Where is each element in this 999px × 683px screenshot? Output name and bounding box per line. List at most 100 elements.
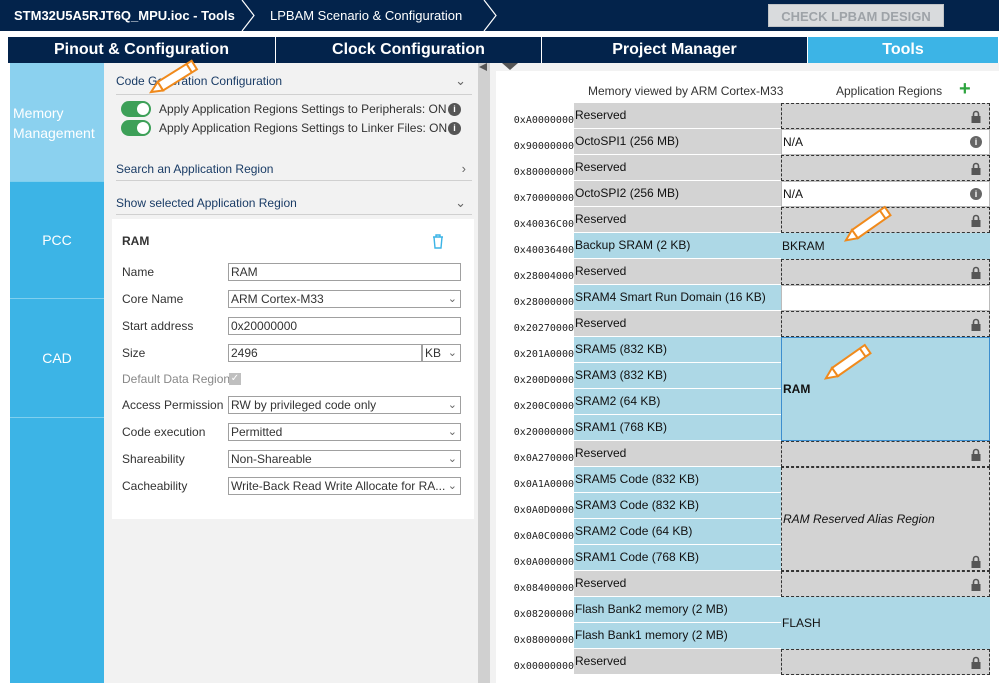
address-label: 0x00000000 [513,661,574,672]
address-label: 0x08400000 [513,583,574,594]
info-icon[interactable]: i [448,122,461,135]
memory-region[interactable]: Reserved [574,155,781,181]
sidebar-item-cad[interactable]: CAD [10,299,104,418]
memory-region[interactable]: Reserved [574,441,781,467]
app-region-octospi1-label: N/A [783,135,804,149]
sidebar-item-memory-management[interactable]: Memory Management [10,63,104,182]
memory-region[interactable]: Flash Bank1 memory (2 MB) [574,623,781,649]
app-region-octospi2-label: N/A [783,187,804,201]
lock-icon [971,214,981,227]
peripherals-toggle[interactable] [121,101,151,117]
access-permission-label: Access Permission [122,398,224,412]
cacheability-value: Write-Back Read Write Allocate for RA... [231,479,446,493]
cacheability-select[interactable]: Write-Back Read Write Allocate for RA...… [228,477,461,495]
application-regions-header: Application Regions [836,84,943,98]
address-label: 0x40036C00 [513,219,574,230]
title-bar: STM32U5A5RJT6Q_MPU.ioc - Tools LPBAM Sce… [0,0,999,31]
breadcrumb-separator-icon [483,0,497,31]
memory-region[interactable]: SRAM1 (768 KB) [574,415,781,441]
memory-region[interactable]: SRAM1 Code (768 KB) [574,545,781,571]
size-field[interactable]: 2496 [228,344,422,362]
panel-splitter[interactable] [478,63,490,683]
add-region-icon[interactable]: + [959,78,971,100]
region-title: RAM [122,234,150,248]
memory-region[interactable]: SRAM3 (832 KB) [574,363,781,389]
breadcrumb-lpbam[interactable]: LPBAM Scenario & Configuration [270,8,463,23]
app-region-reserved[interactable] [781,259,990,285]
memory-region[interactable]: Reserved [574,571,781,597]
app-region-ram[interactable]: RAM [781,337,990,441]
code-execution-label: Code execution [122,425,206,439]
lock-icon [971,513,981,568]
address-label: 0x70000000 [513,193,574,204]
check-lpbam-design-button[interactable]: CHECK LPBAM DESIGN [768,4,944,27]
app-region-reserved[interactable] [781,155,990,181]
app-region-ram-alias[interactable]: RAM Reserved Alias Region [781,467,990,571]
tab-project-manager[interactable]: Project Manager [542,37,808,63]
search-region-header[interactable]: Search an Application Region › [116,157,472,181]
memory-region[interactable]: OctoSPI1 (256 MB) [574,129,781,155]
shareability-value: Non-Shareable [231,452,312,466]
trash-icon[interactable] [431,233,445,249]
chevron-down-icon: ⌄ [455,195,466,210]
memory-region[interactable]: SRAM3 Code (832 KB) [574,493,781,519]
memory-region[interactable]: Reserved [574,207,781,233]
size-unit-value: KB [425,346,442,360]
linker-files-toggle[interactable] [121,120,151,136]
core-name-label: Core Name [122,292,184,306]
app-region-reserved[interactable] [781,441,990,467]
memory-region[interactable]: Reserved [574,649,781,675]
chevron-down-icon[interactable] [502,63,518,70]
memory-region[interactable]: Reserved [574,259,781,285]
start-address-label: Start address [122,319,194,333]
size-unit-select[interactable]: KB ⌄ [422,344,461,362]
app-region-bkram-label: BKRAM [782,239,825,253]
memory-region[interactable]: Reserved [574,311,781,337]
app-region-reserved[interactable] [781,649,990,675]
memory-region[interactable]: Backup SRAM (2 KB) [574,233,781,259]
show-region-header[interactable]: Show selected Application Region ⌄ [116,191,472,215]
info-icon[interactable]: i [970,188,982,200]
app-region-octospi1[interactable]: N/A i [781,129,990,155]
tab-tools[interactable]: Tools [808,37,999,63]
chevron-down-icon: ⌄ [447,453,457,465]
memory-region[interactable]: Flash Bank2 memory (2 MB) [574,597,781,623]
app-region-reserved[interactable] [781,103,990,129]
lock-icon [971,162,981,175]
region-config-panel: Code Generation Configuration ⌄ Apply Ap… [104,59,478,683]
memory-region[interactable]: OctoSPI2 (256 MB) [574,181,781,207]
tab-clock[interactable]: Clock Configuration [276,37,542,63]
address-label: 0x0A0D0000 [513,505,574,516]
memory-region[interactable]: SRAM5 (832 KB) [574,337,781,363]
memory-region[interactable]: SRAM5 Code (832 KB) [574,467,781,493]
address-label: 0x90000000 [513,141,574,152]
memory-region[interactable]: Reserved [574,103,781,129]
name-field[interactable]: RAM [228,263,461,281]
start-address-field[interactable]: 0x20000000 [228,317,461,335]
tab-pinout[interactable]: Pinout & Configuration [8,37,276,63]
app-region-sram4[interactable] [781,285,990,311]
app-region-reserved[interactable] [781,311,990,337]
address-label: 0x08000000 [513,635,574,646]
file-title[interactable]: STM32U5A5RJT6Q_MPU.ioc - Tools [14,8,235,23]
sidebar-item-pcc[interactable]: PCC [10,182,104,299]
memory-region[interactable]: SRAM4 Smart Run Domain (16 KB) [574,285,781,311]
address-label: 0x08200000 [513,609,574,620]
collapse-icon[interactable] [479,63,489,71]
access-permission-select[interactable]: RW by privileged code only ⌄ [228,396,461,414]
app-region-ram-alias-label: RAM Reserved Alias Region [783,512,935,526]
app-region-bkram[interactable]: BKRAM [781,233,990,259]
peripherals-toggle-label: Apply Application Regions Settings to Pe… [159,102,447,116]
memory-view-header: Memory viewed by ARM Cortex-M33 [588,84,784,98]
memory-region[interactable]: SRAM2 (64 KB) [574,389,781,415]
app-region-flash[interactable]: FLASH [781,597,990,649]
memory-region[interactable]: SRAM2 Code (64 KB) [574,519,781,545]
info-icon[interactable]: i [970,136,982,148]
code-execution-select[interactable]: Permitted ⌄ [228,423,461,441]
info-icon[interactable]: i [448,103,461,116]
chevron-down-icon: ⌄ [447,480,457,492]
app-region-octospi2[interactable]: N/A i [781,181,990,207]
shareability-select[interactable]: Non-Shareable ⌄ [228,450,461,468]
core-name-select[interactable]: ARM Cortex-M33 ⌄ [228,290,461,308]
app-region-reserved[interactable] [781,571,990,597]
